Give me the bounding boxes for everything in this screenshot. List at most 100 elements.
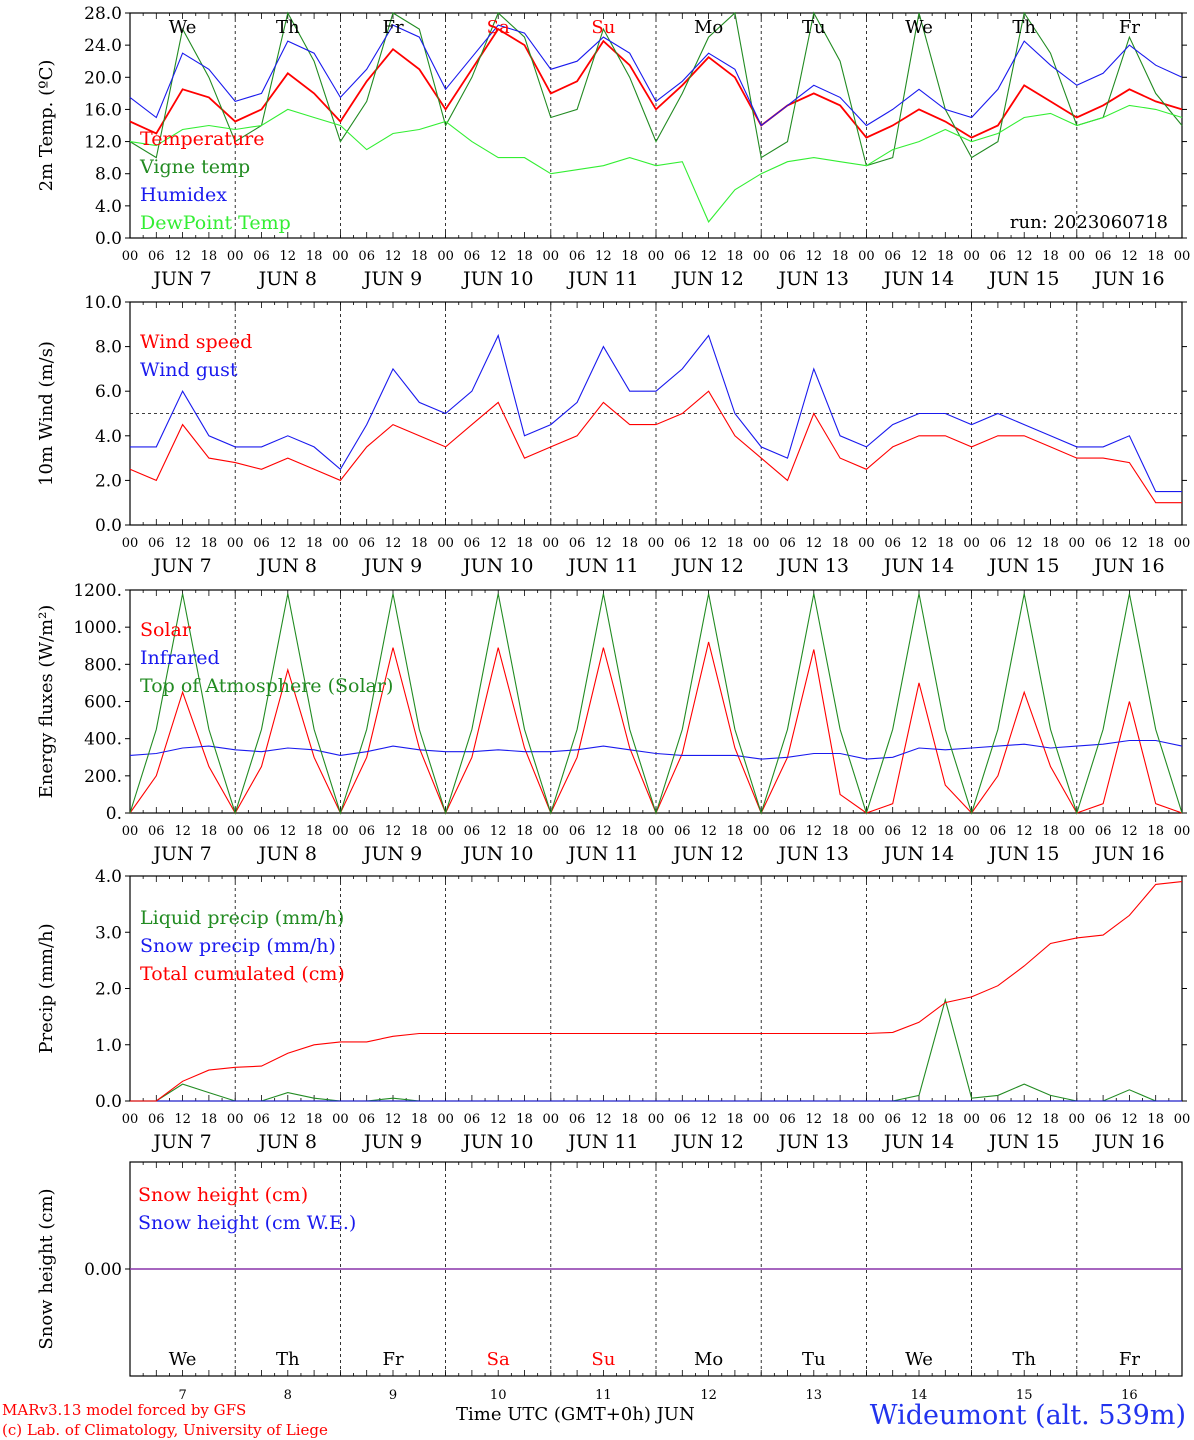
day-number: 7 [178, 1388, 186, 1403]
hour-label: 00 [227, 249, 244, 264]
weekday-label: Mo [694, 17, 723, 38]
y-axis-label: Snow height (cm) [36, 1188, 57, 1349]
hour-label: 12 [595, 824, 612, 839]
date-label: JUN 12 [671, 268, 743, 290]
series-line-wind-speed [129, 390, 1182, 504]
hour-label: 00 [858, 536, 875, 551]
hour-label: 06 [253, 824, 270, 839]
legend-entry: Snow height (cm) [138, 1184, 308, 1206]
date-label: JUN 13 [777, 268, 849, 290]
weekday-label: Su [591, 1349, 615, 1370]
series-line-humidex [129, 24, 1183, 127]
weekday-label: Mo [694, 1349, 723, 1370]
hour-label: 00 [648, 249, 665, 264]
weekday-label: Su [591, 17, 615, 38]
hour-label: 06 [1095, 824, 1112, 839]
hour-label: 18 [1147, 1112, 1164, 1127]
weekday-label: We [905, 17, 933, 38]
hour-label: 18 [306, 824, 323, 839]
hour-label: 12 [174, 824, 191, 839]
hour-label: 06 [464, 536, 481, 551]
y-axis-label: 10m Wind (m/s) [36, 341, 57, 486]
legend-entry: Solar [140, 619, 192, 641]
legend-entry: Wind gust [140, 359, 238, 381]
hour-label: 12 [280, 824, 297, 839]
hour-label: 00 [543, 1112, 560, 1127]
weekday-label: Sa [487, 17, 510, 38]
legend-entry: Temperature [140, 128, 264, 150]
hour-label: 00 [1069, 536, 1086, 551]
y-tick-label: 8.0 [95, 338, 122, 358]
y-tick-label: 20.0 [84, 68, 122, 88]
hour-label: 18 [516, 824, 533, 839]
y-tick-label: 600. [84, 693, 122, 713]
x-axis-title: Time UTC (GMT+0h) JUN [456, 1404, 695, 1425]
hour-label: 06 [674, 824, 691, 839]
hour-label: 18 [516, 536, 533, 551]
hour-label: 00 [332, 824, 349, 839]
hour-label: 18 [937, 249, 954, 264]
y-tick-label: 800. [84, 655, 122, 675]
day-number: 8 [284, 1388, 292, 1403]
hour-label: 00 [753, 824, 770, 839]
hour-label: 12 [700, 536, 717, 551]
date-label: JUN 15 [987, 843, 1059, 865]
hour-label: 12 [490, 1112, 507, 1127]
hour-label: 18 [937, 824, 954, 839]
hour-label: 12 [490, 249, 507, 264]
y-tick-label: 16.0 [84, 100, 122, 120]
hour-label: 18 [937, 536, 954, 551]
y-axis-label: 2m Temp. (ºC) [36, 60, 57, 192]
station-name: Wideumont (alt. 539m) [869, 1400, 1186, 1431]
y-tick-label: 0.0 [95, 1092, 122, 1112]
y-tick-label: 0. [106, 804, 122, 824]
hour-label: 12 [280, 536, 297, 551]
date-label: JUN 9 [362, 1131, 422, 1153]
weekday-label: Th [1012, 17, 1036, 38]
date-label: JUN 11 [566, 843, 638, 865]
hour-label: 00 [543, 249, 560, 264]
y-tick-label: 4.0 [95, 867, 122, 887]
hour-label: 12 [911, 536, 928, 551]
series-line-total-cumulated-cm- [130, 881, 1183, 1102]
legend-entry: Liquid precip (mm/h) [140, 907, 344, 929]
hour-label: 00 [122, 824, 139, 839]
date-label: JUN 10 [461, 843, 533, 865]
hour-label: 06 [569, 1112, 586, 1127]
date-label: JUN 13 [777, 1131, 849, 1153]
hour-label: 06 [884, 536, 901, 551]
hour-label: 00 [122, 249, 139, 264]
hour-label: 06 [779, 824, 796, 839]
hour-label: 18 [1147, 824, 1164, 839]
hour-label: 00 [437, 249, 454, 264]
hour-label: 00 [858, 249, 875, 264]
hour-label: 18 [306, 249, 323, 264]
legend-entry: Snow height (cm W.E.) [138, 1212, 356, 1234]
hour-label: 06 [358, 249, 375, 264]
y-tick-label: 1200. [73, 581, 122, 601]
hour-label: 12 [1016, 824, 1033, 839]
hour-label: 12 [385, 1112, 402, 1127]
hour-label: 06 [1095, 1112, 1112, 1127]
hour-label: 00 [332, 536, 349, 551]
y-tick-label: 0.0 [95, 229, 122, 249]
legend-entry: Wind speed [140, 331, 252, 353]
hour-label: 18 [832, 249, 849, 264]
y-tick-label: 4.0 [95, 197, 122, 217]
y-tick-label: 3.0 [95, 923, 122, 943]
date-label: JUN 7 [151, 268, 211, 290]
hour-label: 06 [253, 536, 270, 551]
hour-label: 00 [1174, 824, 1191, 839]
date-label: JUN 10 [461, 268, 533, 290]
hour-label: 12 [1121, 249, 1138, 264]
hour-label: 12 [911, 1112, 928, 1127]
hour-label: 12 [1121, 536, 1138, 551]
hour-label: 00 [1174, 1112, 1191, 1127]
date-label: JUN 16 [1092, 1131, 1164, 1153]
date-label: JUN 7 [151, 555, 211, 577]
hour-label: 12 [174, 1112, 191, 1127]
hour-label: 18 [832, 536, 849, 551]
hour-label: 06 [884, 1112, 901, 1127]
weekday-label: Th [1012, 1349, 1036, 1370]
